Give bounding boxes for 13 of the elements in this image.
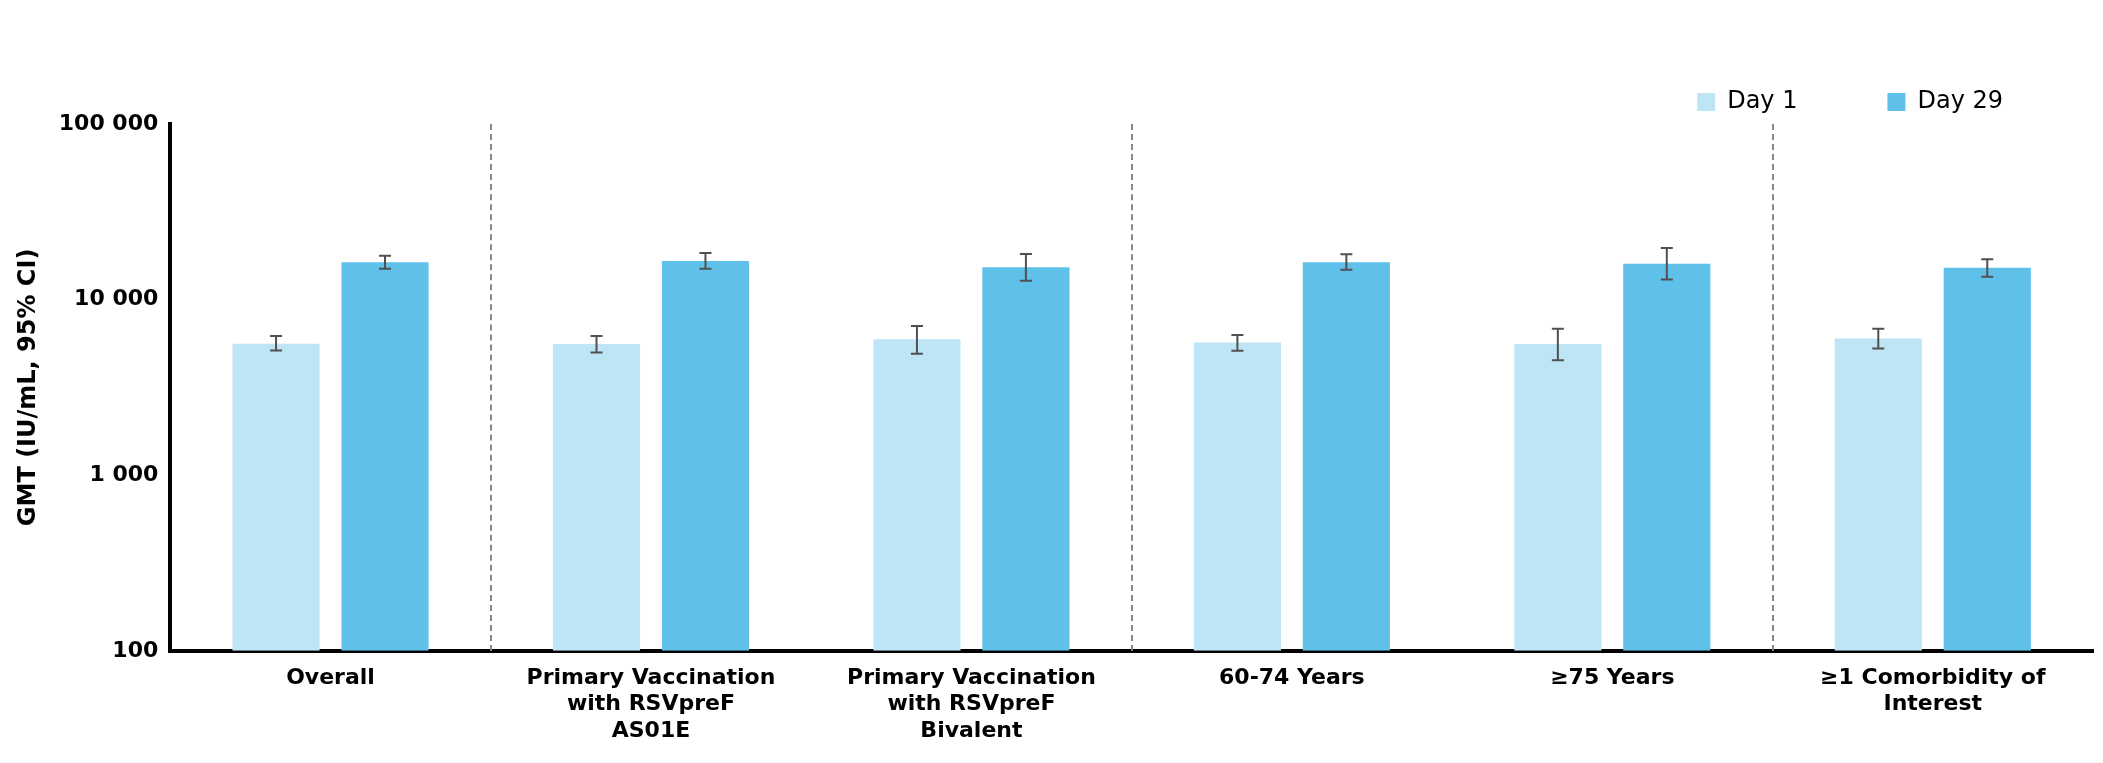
legend-label: Day 29: [1917, 86, 2003, 115]
x-tick-label: Primary Vaccination with RSVpreF AS01E: [526, 663, 776, 742]
y-tick-label: 10 000: [74, 285, 159, 311]
x-tick-label: Primary Vaccination with RSVpreF Bivalent: [847, 663, 1096, 742]
x-tick-label: Overall: [286, 663, 375, 689]
y-tick-label: 100: [112, 636, 159, 662]
y-axis-title: GMT (IU/mL, 95% CI): [12, 248, 41, 527]
x-tick-label: ≥1 Comorbidity of Interest: [1820, 663, 2046, 716]
y-tick-label: 1 000: [89, 460, 159, 486]
legend-label: Day 1: [1727, 86, 1798, 115]
x-tick-label: ≥75 Years: [1550, 663, 1675, 689]
x-tick-label: 60-74 Years: [1219, 663, 1365, 689]
y-tick-label: 100 000: [58, 109, 159, 135]
